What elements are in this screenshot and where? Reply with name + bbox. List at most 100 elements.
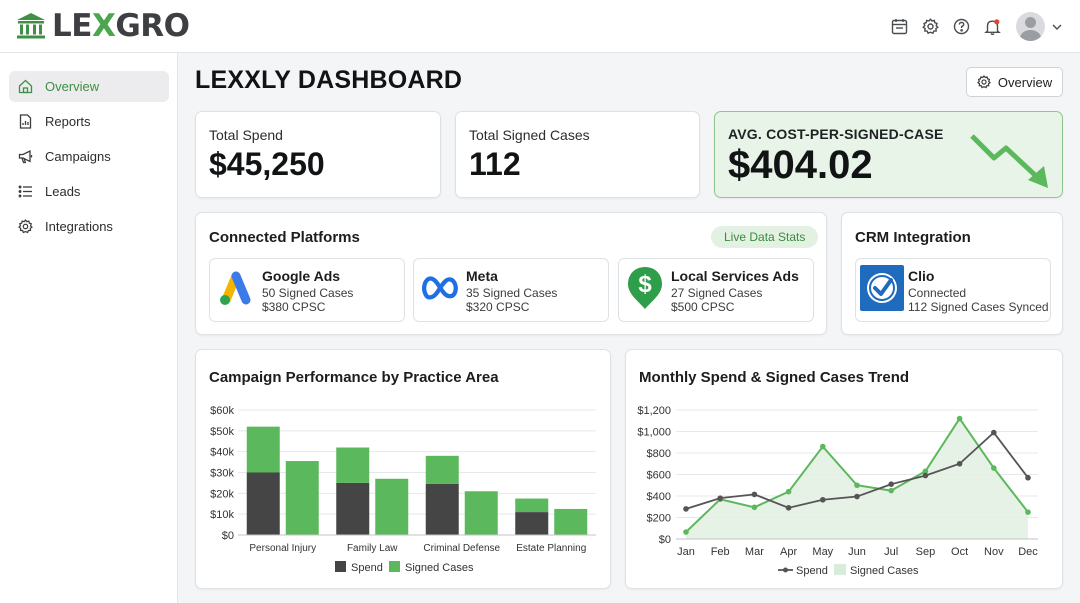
live-data-badge: Live Data Stats xyxy=(711,226,819,248)
x-tick-label: Apr xyxy=(780,546,797,558)
bar-signed-cases xyxy=(464,491,498,535)
sidebar-item-label: Integrations xyxy=(45,219,113,234)
point-spend xyxy=(751,491,758,498)
platform-meta[interactable]: Meta 35 Signed Cases $320 CPSC xyxy=(413,258,609,322)
report-icon xyxy=(18,114,33,129)
x-tick-label: Family Law xyxy=(347,543,398,554)
y-tick-label: $800 xyxy=(647,448,671,460)
crm-status: Connected xyxy=(908,286,967,300)
point-spend xyxy=(854,493,860,500)
legend-swatch-spend xyxy=(335,561,346,572)
legend-label-spend: Spend xyxy=(351,562,383,574)
sidebar-item-label: Reports xyxy=(45,114,91,129)
point-signed-cases xyxy=(888,487,894,494)
help-icon[interactable] xyxy=(951,17,971,37)
platform-name: Meta xyxy=(466,268,498,284)
sidebar-item-label: Overview xyxy=(45,79,100,94)
y-tick-label: $1,000 xyxy=(637,427,671,439)
point-spend xyxy=(956,460,963,467)
local-services-ads-icon: $ xyxy=(625,266,665,310)
sidebar-item-leads[interactable]: Leads xyxy=(9,176,169,207)
legend-label-signed-cases: Signed Cases xyxy=(405,562,474,574)
sidebar-item-integrations[interactable]: Integrations xyxy=(9,211,169,242)
x-tick-label: Nov xyxy=(984,546,1004,558)
bell-icon[interactable] xyxy=(982,17,1002,37)
crm-integration-card: CRM Integration Clio Connected 112 Signe… xyxy=(841,212,1063,335)
point-signed-cases xyxy=(820,443,826,450)
platform-google-ads[interactable]: Google Ads 50 Signed Cases $380 CPSC xyxy=(209,258,405,322)
sidebar-item-overview[interactable]: Overview xyxy=(9,71,169,102)
platform-name: Google Ads xyxy=(262,268,341,284)
bar-signed-cases xyxy=(285,461,319,535)
y-tick-label: $60k xyxy=(210,405,234,417)
gear-icon xyxy=(18,219,33,234)
bar-spend-stack xyxy=(515,498,549,513)
bar-chart: $0 $10k $20k $30k $40k $50k $60k Personal Injur… xyxy=(210,405,596,574)
connected-platforms-card: Connected Platforms Live Data Stats Goog… xyxy=(195,212,827,335)
overview-button-label: Overview xyxy=(997,74,1053,90)
x-tick-label: Jun xyxy=(848,546,866,558)
kpi-label: Total Spend xyxy=(209,127,283,143)
y-tick-label: $10k xyxy=(210,509,234,521)
brand-name-left: LE xyxy=(52,8,92,44)
sidebar-item-campaigns[interactable]: Campaigns xyxy=(9,141,169,172)
x-tick-label: Oct xyxy=(951,546,968,558)
platform-cpsc: $320 CPSC xyxy=(466,300,530,314)
chart-title: Campaign Performance by Practice Area xyxy=(209,369,499,386)
calendar-icon[interactable] xyxy=(889,17,909,37)
point-signed-cases xyxy=(991,465,997,471)
bar-spend xyxy=(425,483,459,535)
monthly-trend-chart-card: Monthly Spend & Signed Cases Trend $0 $20… xyxy=(625,349,1063,589)
crm-clio[interactable]: Clio Connected 112 Signed Cases Synced xyxy=(855,258,1051,322)
section-title: CRM Integration xyxy=(855,229,971,246)
sidebar-item-reports[interactable]: Reports xyxy=(9,106,169,137)
svg-text:$: $ xyxy=(638,271,652,298)
x-tick-label: Mar xyxy=(745,546,764,558)
sidebar: Overview Reports Campaigns Leads Integra… xyxy=(0,53,178,603)
chevron-down-icon[interactable] xyxy=(1050,20,1064,34)
y-tick-label: $1,200 xyxy=(637,405,671,417)
sidebar-item-label: Leads xyxy=(45,184,81,199)
bar-spend xyxy=(515,512,549,535)
y-tick-label: $400 xyxy=(647,491,671,503)
practice-area-chart-card: Campaign Performance by Practice Area $0… xyxy=(195,349,611,589)
home-icon xyxy=(18,79,33,94)
bar-spend xyxy=(246,472,280,535)
bar-signed-cases xyxy=(554,508,588,535)
point-spend xyxy=(888,481,894,487)
chart-title: Monthly Spend & Signed Cases Trend xyxy=(639,369,910,386)
meta-icon xyxy=(420,266,460,310)
x-tick-label: Jul xyxy=(884,546,898,558)
courthouse-icon xyxy=(17,13,45,39)
kpi-label: AVG. COST-PER-SIGNED-CASE xyxy=(728,126,944,142)
legend-swatch-signed-cases xyxy=(834,564,846,575)
kpi-card-total-spend: Total Spend $45,250 xyxy=(195,111,441,198)
brand-wordmark: LEXGRO xyxy=(52,8,190,44)
platform-cases: 50 Signed Cases xyxy=(262,286,354,300)
x-tick-label: Feb xyxy=(711,546,730,558)
user-avatar[interactable] xyxy=(1016,12,1045,41)
point-signed-cases xyxy=(922,468,929,475)
brand-name-right: GRO xyxy=(115,8,190,44)
point-spend xyxy=(683,506,689,512)
platform-cases: 35 Signed Cases xyxy=(466,286,558,300)
kpi-card-total-signed-cases: Total Signed Cases 112 xyxy=(455,111,700,198)
point-spend xyxy=(820,496,826,503)
point-signed-cases xyxy=(1025,509,1031,515)
overview-button[interactable]: Overview xyxy=(966,67,1063,97)
legend-label-spend: Spend xyxy=(796,565,828,577)
y-tick-label: $0 xyxy=(659,534,671,546)
x-tick-label: Sep xyxy=(916,546,936,558)
kpi-value: 112 xyxy=(469,146,521,182)
gear-icon[interactable] xyxy=(920,17,940,37)
user-menu[interactable] xyxy=(1016,12,1064,41)
platform-local-services-ads[interactable]: $ Local Services Ads 27 Signed Cases $50… xyxy=(618,258,814,322)
bar-spend-stack xyxy=(336,447,370,483)
brand-logo[interactable]: LEXGRO xyxy=(16,8,190,44)
crm-name: Clio xyxy=(908,268,935,284)
trend-down-icon xyxy=(970,134,1048,188)
point-spend xyxy=(717,495,723,501)
kpi-value: $404.02 xyxy=(728,143,873,187)
legend-label-signed-cases: Signed Cases xyxy=(850,565,919,577)
y-tick-label: $0 xyxy=(222,530,234,542)
